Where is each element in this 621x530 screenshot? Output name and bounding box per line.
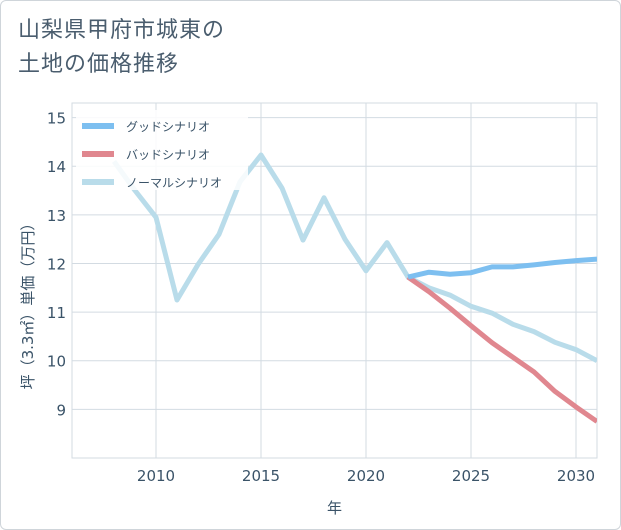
x-tick-label: 2025 [452, 467, 490, 485]
tick-labels: 2010 2015 2020 2025 2030 9 10 11 12 13 14 15 [47, 110, 595, 485]
y-tick-label: 13 [47, 207, 66, 225]
title-line-1: 山梨県甲府市城東の [18, 18, 226, 43]
x-tick-label: 2015 [242, 467, 280, 485]
plot-border [71, 102, 598, 459]
x-tick-label: 2010 [137, 467, 175, 485]
legend-label: グッドシナリオ [126, 120, 210, 134]
x-tick-label: 2020 [347, 467, 385, 485]
y-tick-label: 15 [47, 110, 66, 128]
legend-label: ノーマルシナリオ [126, 176, 222, 190]
chart-title: 山梨県甲府市城東の 土地の価格推移 [18, 14, 225, 82]
title-line-2: 土地の価格推移 [18, 52, 180, 77]
x-tick-label: 2030 [557, 467, 595, 485]
x-axis-label: 年 [327, 499, 342, 517]
legend-label: バッドシナリオ [126, 148, 210, 162]
y-tick-label: 12 [47, 255, 66, 273]
series-line-2 [111, 152, 597, 363]
y-tick-label: 10 [47, 353, 66, 371]
y-tick-label: 14 [47, 158, 66, 176]
y-tick-label: 11 [47, 304, 66, 322]
series-line-0 [407, 256, 597, 280]
series-lines [111, 152, 597, 424]
series-line-1 [406, 275, 597, 424]
y-axis-label: 坪（3.3㎡）単価（万円） [19, 216, 37, 390]
y-tick-label: 9 [56, 401, 66, 419]
